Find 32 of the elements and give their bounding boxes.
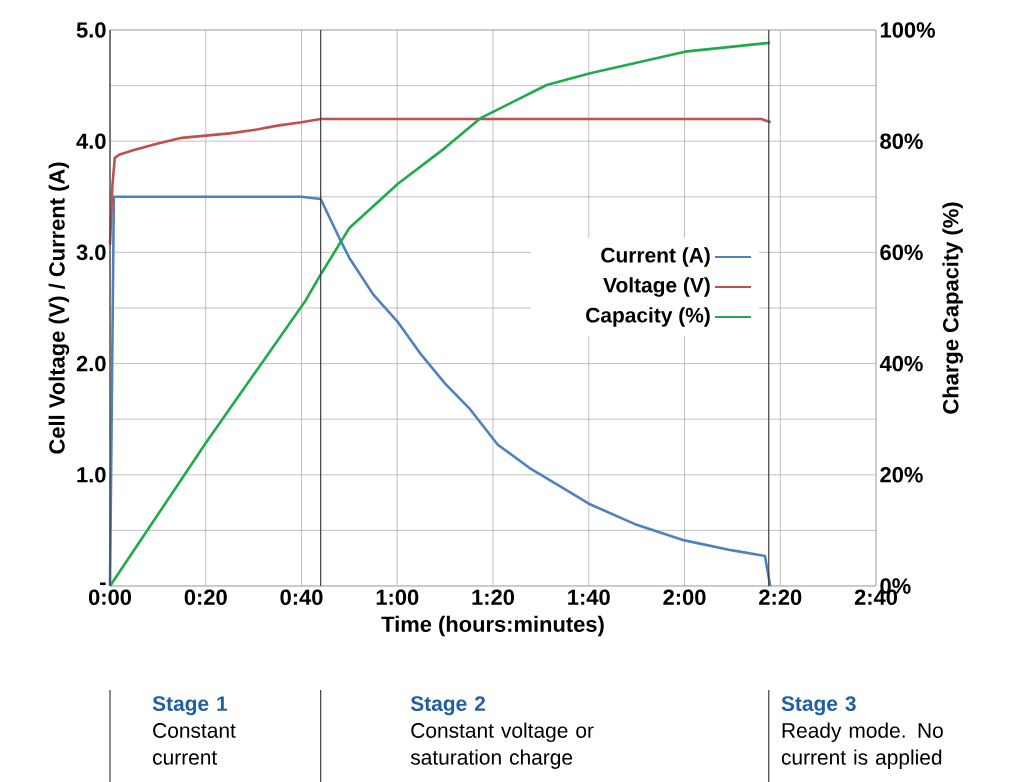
y2-tick-label: 80%	[880, 133, 923, 149]
y-axis-title: Cell Voltage (V) / Current (A)	[48, 162, 70, 454]
x-tick-label: 1:20	[472, 589, 515, 606]
y-tick-label: 5.0	[76, 22, 106, 38]
x-tick-label: 0:20	[184, 589, 227, 606]
text: Stage 2	[410, 696, 485, 716]
y2-tick-label: 100%	[880, 22, 935, 38]
text: Stage 3	[781, 696, 856, 716]
x-tick-label: 1:00	[376, 589, 419, 606]
y-tick-label: 4.0	[76, 133, 106, 149]
y2-tick-label: 60%	[880, 244, 923, 261]
y-tick-label: 3.0	[76, 244, 106, 261]
text: Stage 1	[152, 696, 228, 716]
x-tick-label: 2:20	[759, 589, 802, 606]
line-series	[108, 41, 772, 588]
y2-tick-label: 20%	[880, 467, 923, 483]
legend-label: Current (A)	[601, 247, 710, 267]
x-axis-title: Time (hours:minutes)	[381, 615, 604, 637]
text: Ready mode. No current is applied	[781, 722, 943, 769]
text: Constant current	[153, 723, 236, 765]
x-tick-label: 0:40	[280, 589, 323, 606]
x-tick-label: 2:00	[663, 589, 706, 606]
y-tick-label: 1.0	[77, 467, 106, 483]
y2-tick-label: 40%	[879, 355, 923, 372]
x-tick-label: 0:00	[88, 589, 132, 606]
y-tick-label: 2.0	[76, 355, 106, 372]
x-tick-label: 1:40	[568, 589, 610, 606]
y-tick-label: -	[100, 582, 106, 586]
legend-label: Capacity (%)	[586, 307, 710, 327]
y2-axis-title: Charge Capacity (%)	[942, 202, 963, 414]
text: Constant voltage or saturation charge	[410, 722, 594, 769]
legend-label: Voltage (V)	[603, 277, 710, 297]
